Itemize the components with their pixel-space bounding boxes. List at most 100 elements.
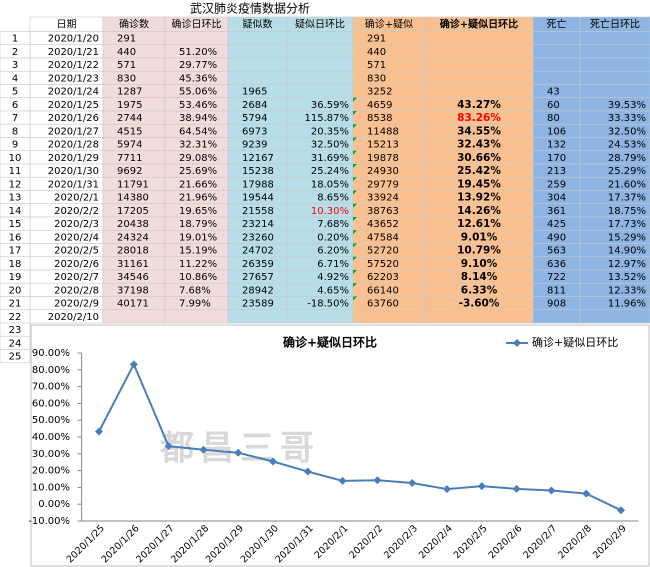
- column-header: 日期: [57, 19, 77, 31]
- row-number: 17: [9, 246, 22, 257]
- row-number: 15: [9, 219, 22, 230]
- cell-text: 2020/2/3: [54, 219, 99, 230]
- cell-text: 5794: [242, 113, 267, 124]
- cell: [286, 57, 354, 72]
- cell-text: 12.33%: [608, 285, 646, 296]
- cell-text: 29.08%: [179, 153, 217, 164]
- cell-text: 425: [547, 219, 566, 230]
- row-number: 16: [9, 232, 22, 243]
- cell-text: 14.26%: [457, 205, 501, 217]
- cell: [579, 31, 650, 46]
- cell: [424, 57, 534, 72]
- row-number: 12: [9, 179, 22, 190]
- cell: [164, 309, 229, 324]
- cell-text: 18.05%: [311, 179, 349, 190]
- cell-text: 53.46%: [179, 100, 217, 111]
- cell-text: 440: [367, 47, 386, 58]
- cell-text: 830: [117, 73, 136, 84]
- cell-text: 24.53%: [608, 140, 646, 151]
- cell-marker: [353, 296, 357, 301]
- column-header: 死亡: [547, 18, 567, 31]
- cell-text: 2020/2/7: [54, 272, 99, 283]
- row-number: 8: [12, 126, 18, 137]
- cell-text: 2020/1/23: [48, 73, 99, 84]
- cell-text: 21.66%: [179, 179, 217, 190]
- cell-text: -18.50%: [307, 299, 349, 310]
- row-number: 25: [9, 352, 22, 363]
- cell-text: 25.69%: [179, 166, 217, 177]
- cell-text: 43652: [367, 219, 399, 230]
- cell-marker: [353, 97, 357, 102]
- cell: [352, 44, 426, 59]
- cell-text: 32.43%: [457, 139, 501, 151]
- cell-text: 2020/1/20: [48, 34, 99, 45]
- cell-text: 3252: [367, 87, 392, 98]
- point-marker: [95, 427, 103, 436]
- cell-text: 908: [547, 299, 566, 310]
- point-marker: [199, 445, 208, 454]
- cell-text: -3.60%: [459, 298, 500, 310]
- row-number: 3: [12, 60, 18, 71]
- cell-text: 7.99%: [179, 299, 211, 310]
- y-tick-label: 80.00%: [32, 365, 70, 376]
- cell-text: 20438: [117, 219, 149, 230]
- cell-text: 23589: [242, 299, 274, 310]
- cell-text: 63760: [367, 299, 399, 310]
- cell: [424, 44, 534, 59]
- cell-text: 62203: [367, 272, 399, 283]
- cell-text: 47584: [367, 232, 399, 243]
- cell: [424, 31, 534, 46]
- cell-text: 45.36%: [179, 73, 217, 84]
- cell-text: 24930: [367, 166, 399, 177]
- cell-marker: [353, 190, 357, 195]
- row-number: 23: [9, 325, 22, 336]
- cell-text: 10.79%: [457, 245, 501, 257]
- cell-marker: [353, 111, 357, 115]
- cell-text: 11791: [117, 179, 149, 190]
- cell-text: 14380: [117, 193, 149, 204]
- cell-text: 19.01%: [179, 232, 217, 243]
- cell-text: 2684: [242, 100, 267, 111]
- cell: [102, 309, 166, 324]
- cell: [532, 70, 581, 85]
- cell-marker: [353, 243, 357, 248]
- cell-text: 83.26%: [457, 112, 501, 124]
- cell-text: 29.77%: [179, 60, 217, 71]
- cell-text: 15.19%: [179, 246, 217, 257]
- point-marker: [617, 506, 625, 515]
- cell-text: 2020/1/26: [48, 113, 99, 124]
- cell-text: 9.01%: [461, 231, 498, 243]
- cell-text: 115.87%: [305, 113, 350, 124]
- point-marker: [582, 489, 591, 498]
- row-number: 22: [9, 312, 22, 323]
- cell-text: 24324: [117, 232, 149, 243]
- cell-text: 2020/1/22: [48, 60, 99, 71]
- cell-text: 15.29%: [608, 232, 646, 243]
- cell-text: 19.65%: [179, 206, 217, 217]
- cell-marker: [353, 217, 357, 221]
- cell-text: 8538: [367, 113, 392, 124]
- cell-text: 20.35%: [311, 126, 349, 137]
- series-line: [98, 361, 622, 512]
- cell-text: 19.45%: [457, 178, 501, 190]
- cell: [286, 44, 354, 59]
- cell-text: 490: [547, 232, 566, 243]
- cell-text: 7.68%: [317, 219, 349, 230]
- row-number: 2: [12, 47, 18, 58]
- point-marker: [303, 467, 312, 476]
- cell-text: 2020/1/27: [48, 126, 99, 137]
- cell-text: 4659: [367, 100, 392, 111]
- cell-text: 10.30%: [311, 206, 349, 217]
- row-number: 4: [12, 73, 18, 84]
- cell-marker: [353, 150, 357, 155]
- cell-text: 2020/1/25: [48, 100, 99, 111]
- chart-title: 确诊+疑似日环比: [283, 335, 377, 350]
- cell-text: 8.14%: [461, 271, 498, 283]
- cell-text: 17205: [117, 206, 149, 217]
- cell-text: 32.31%: [179, 140, 217, 151]
- cell-text: 571: [367, 60, 386, 71]
- cell: [227, 44, 288, 59]
- cell: [352, 57, 426, 72]
- cell-text: 57520: [367, 259, 399, 270]
- cell-marker: [353, 230, 357, 235]
